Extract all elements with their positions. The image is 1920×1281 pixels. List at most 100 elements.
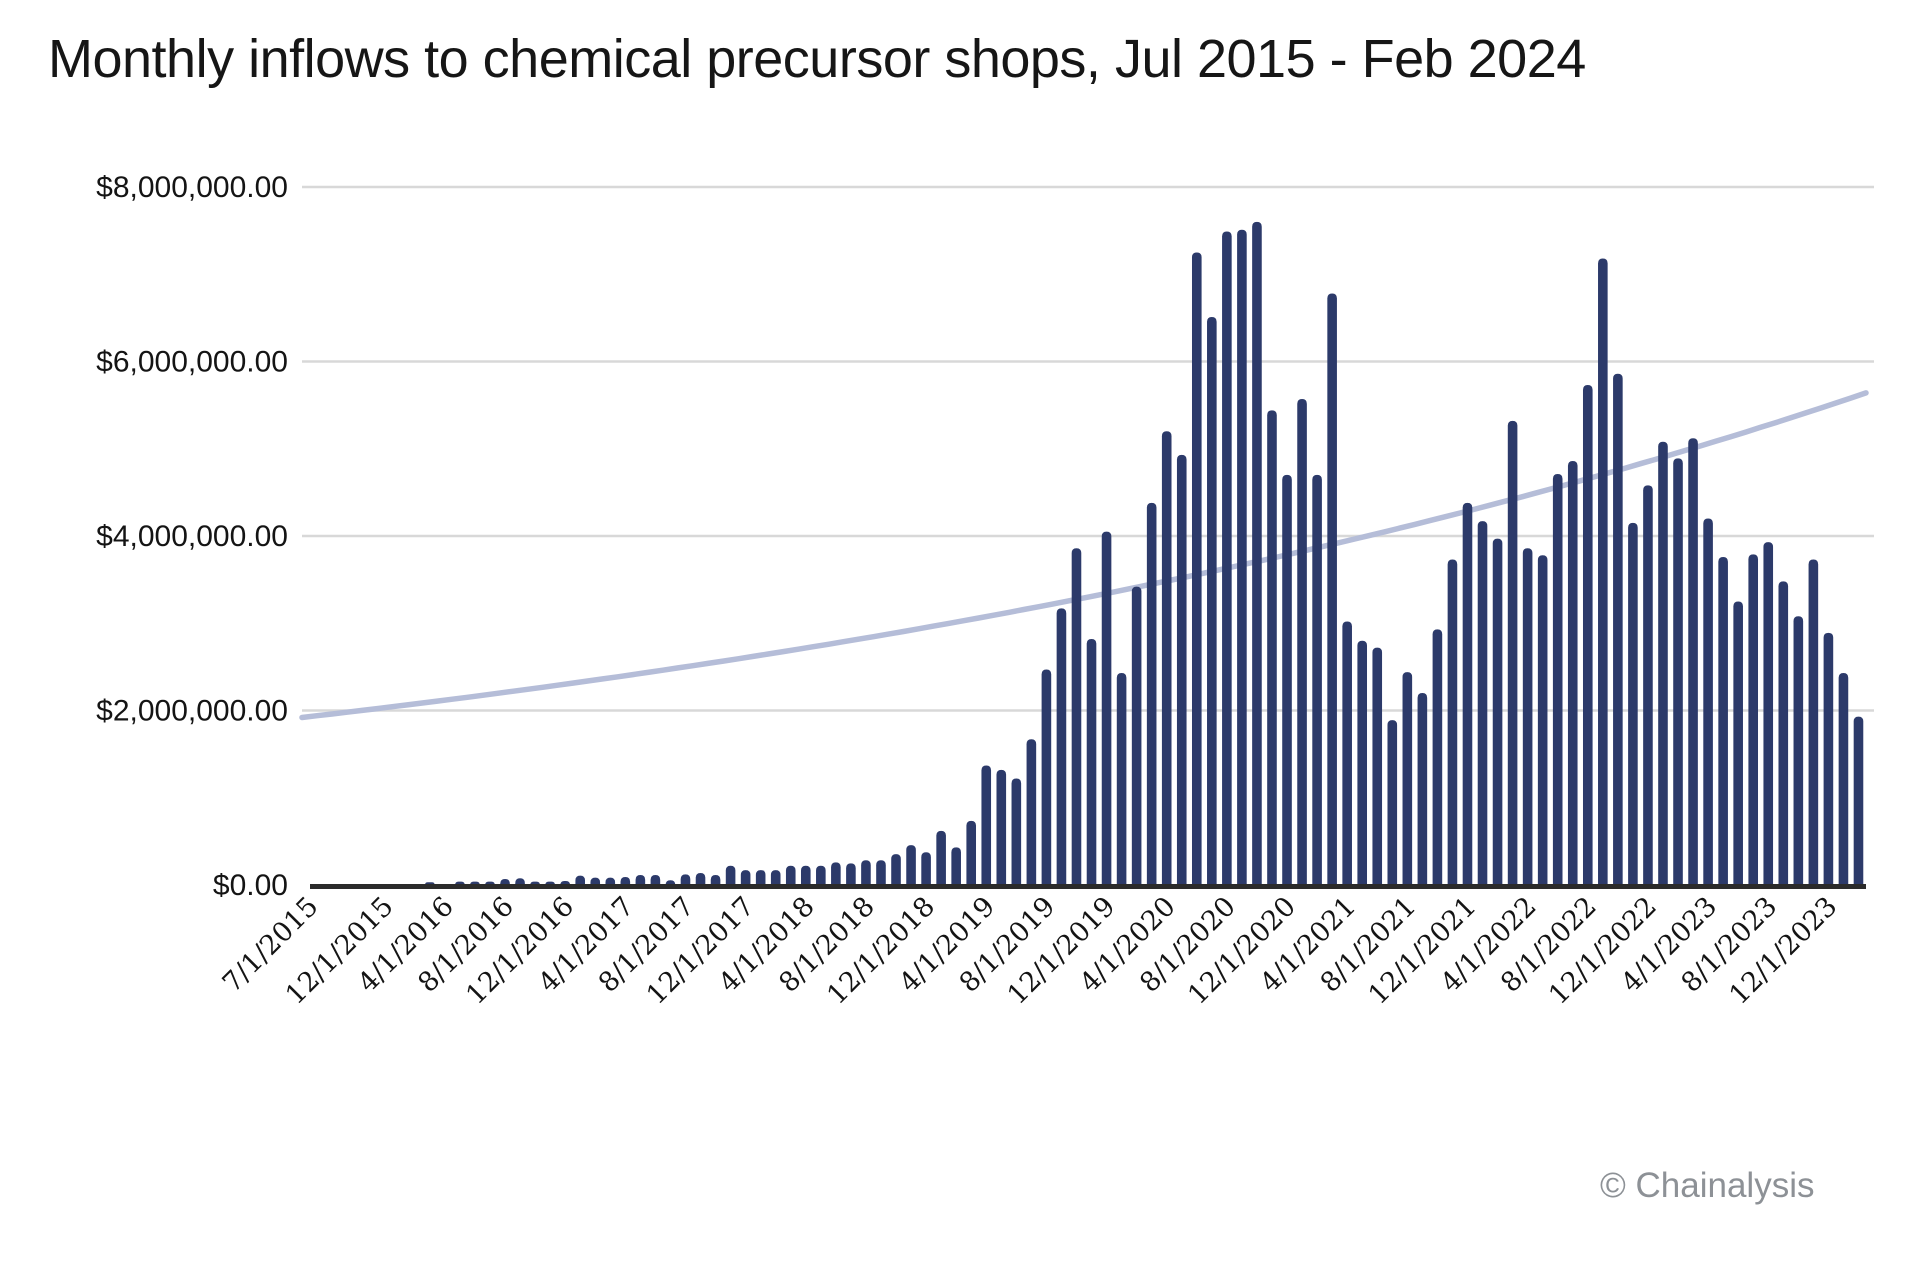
- bar-6/1/2021: [1372, 647, 1383, 885]
- bar-6/1/2019: [1011, 778, 1022, 885]
- bar-3/1/2019: [966, 820, 977, 885]
- bar-2/1/2023: [1673, 458, 1683, 885]
- bar-9/1/2020: [1237, 229, 1247, 885]
- bar-10/1/2019: [1071, 548, 1082, 885]
- bar-12/1/2021: [1462, 502, 1473, 885]
- chart-title: Monthly inflows to chemical precursor sh…: [48, 29, 1586, 89]
- bar-5/1/2019: [996, 769, 1007, 885]
- bar-1/1/2024: [1838, 672, 1849, 885]
- bar-4/1/2019: [981, 765, 992, 885]
- bar-10/1/2018: [891, 854, 901, 885]
- bar-2/1/2022: [1492, 538, 1503, 885]
- bar-8/1/2020: [1222, 231, 1232, 885]
- x-axis-labels: 7/1/201512/1/20154/1/20168/1/201612/1/20…: [217, 891, 1844, 1011]
- y-axis-labels: $0.00 $2,000,000.00 $4,000,000.00 $6,000,00…: [96, 171, 288, 902]
- bar-4/1/2022: [1522, 548, 1533, 885]
- bar-9/1/2019: [1056, 608, 1067, 885]
- bar-11/1/2020: [1267, 410, 1277, 885]
- bar-8/1/2018: [861, 860, 871, 885]
- bar-7/1/2021: [1387, 720, 1398, 885]
- bar-5/1/2017: [635, 875, 646, 885]
- bar-4/1/2023: [1703, 518, 1713, 885]
- bar-3/1/2023: [1688, 438, 1698, 885]
- bar-12/1/2016: [560, 880, 570, 885]
- bar-7/1/2020: [1207, 317, 1217, 885]
- bar-9/1/2016: [515, 878, 525, 885]
- bar-7/1/2018: [846, 863, 856, 885]
- bar-12/1/2018: [921, 852, 931, 885]
- bar-10/1/2020: [1252, 221, 1262, 885]
- bar-1/1/2017: [575, 875, 586, 885]
- bar-8/1/2022: [1582, 385, 1593, 885]
- bar-1/1/2021: [1297, 399, 1307, 885]
- bar-2/1/2018: [770, 870, 781, 885]
- bar-12/1/2017: [740, 870, 751, 885]
- bar-12/1/2019: [1101, 531, 1112, 885]
- bar-3/1/2017: [605, 877, 616, 885]
- bar-4/1/2017: [620, 876, 631, 885]
- bar-10/1/2017: [710, 874, 721, 885]
- bar-6/1/2023: [1733, 601, 1743, 885]
- bar-10/1/2022: [1613, 373, 1623, 885]
- bar-5/1/2020: [1176, 454, 1187, 885]
- bar-9/1/2023: [1778, 581, 1789, 885]
- bar-2/1/2020: [1131, 586, 1142, 885]
- y-tick-label: $0.00: [213, 869, 288, 902]
- bar-7/1/2019: [1026, 739, 1037, 885]
- bar-2/1/2019: [951, 847, 961, 885]
- bar-4/1/2018: [800, 865, 811, 885]
- gridlines: [302, 185, 1874, 712]
- y-tick-label: $8,000,000.00: [96, 171, 288, 204]
- bar-9/1/2018: [876, 860, 886, 885]
- bar-6/1/2022: [1552, 474, 1563, 885]
- bar-5/1/2018: [816, 865, 826, 885]
- bar-1/1/2022: [1477, 521, 1488, 885]
- bar-5/1/2022: [1537, 555, 1548, 885]
- bar-9/1/2017: [695, 872, 706, 885]
- bar-6/1/2020: [1191, 252, 1202, 885]
- bar-3/1/2021: [1327, 293, 1337, 885]
- y-tick-label: $6,000,000.00: [96, 346, 288, 379]
- bar-11/1/2017: [725, 865, 736, 885]
- bar-4/1/2021: [1342, 621, 1352, 885]
- bar-11/1/2023: [1808, 559, 1819, 885]
- bar-5/1/2023: [1718, 556, 1728, 885]
- bar-1/1/2018: [755, 870, 766, 885]
- bar-11/1/2019: [1086, 638, 1097, 885]
- bar-1/1/2020: [1116, 672, 1127, 885]
- bar-6/1/2017: [650, 875, 661, 885]
- bar-2/1/2017: [590, 877, 601, 885]
- bar-12/1/2020: [1282, 474, 1292, 885]
- bar-11/1/2022: [1628, 522, 1638, 885]
- bar-9/1/2022: [1598, 258, 1608, 885]
- bar-8/1/2019: [1041, 669, 1052, 885]
- bar-3/1/2022: [1507, 420, 1518, 885]
- y-tick-label: $2,000,000.00: [96, 695, 288, 728]
- chainalysis-credit: © Chainalysis: [1600, 1166, 1815, 1205]
- bar-8/1/2016: [500, 878, 510, 885]
- bar-6/1/2018: [831, 862, 841, 885]
- bar-2/1/2024: [1853, 716, 1864, 885]
- bar-8/1/2021: [1402, 672, 1413, 885]
- bar-2/1/2021: [1312, 474, 1322, 885]
- bar-7/1/2017: [665, 880, 676, 885]
- y-tick-label: $4,000,000.00: [96, 520, 288, 553]
- bar-4/1/2020: [1161, 431, 1172, 885]
- bar-11/1/2018: [906, 845, 916, 885]
- bar-3/1/2018: [785, 865, 796, 885]
- bar-12/1/2023: [1823, 632, 1834, 885]
- bar-1/1/2023: [1658, 441, 1668, 885]
- bar-8/1/2017: [680, 874, 691, 885]
- bar-7/1/2023: [1748, 554, 1759, 885]
- bar-10/1/2023: [1793, 616, 1804, 885]
- bar-5/1/2021: [1357, 640, 1368, 885]
- bar-7/1/2022: [1567, 460, 1578, 885]
- bar-8/1/2023: [1763, 542, 1774, 885]
- bar-10/1/2021: [1432, 629, 1443, 885]
- bar-3/1/2020: [1146, 502, 1157, 885]
- bars: [425, 221, 1864, 885]
- bar-12/1/2022: [1643, 485, 1653, 885]
- bar-11/1/2021: [1447, 559, 1458, 885]
